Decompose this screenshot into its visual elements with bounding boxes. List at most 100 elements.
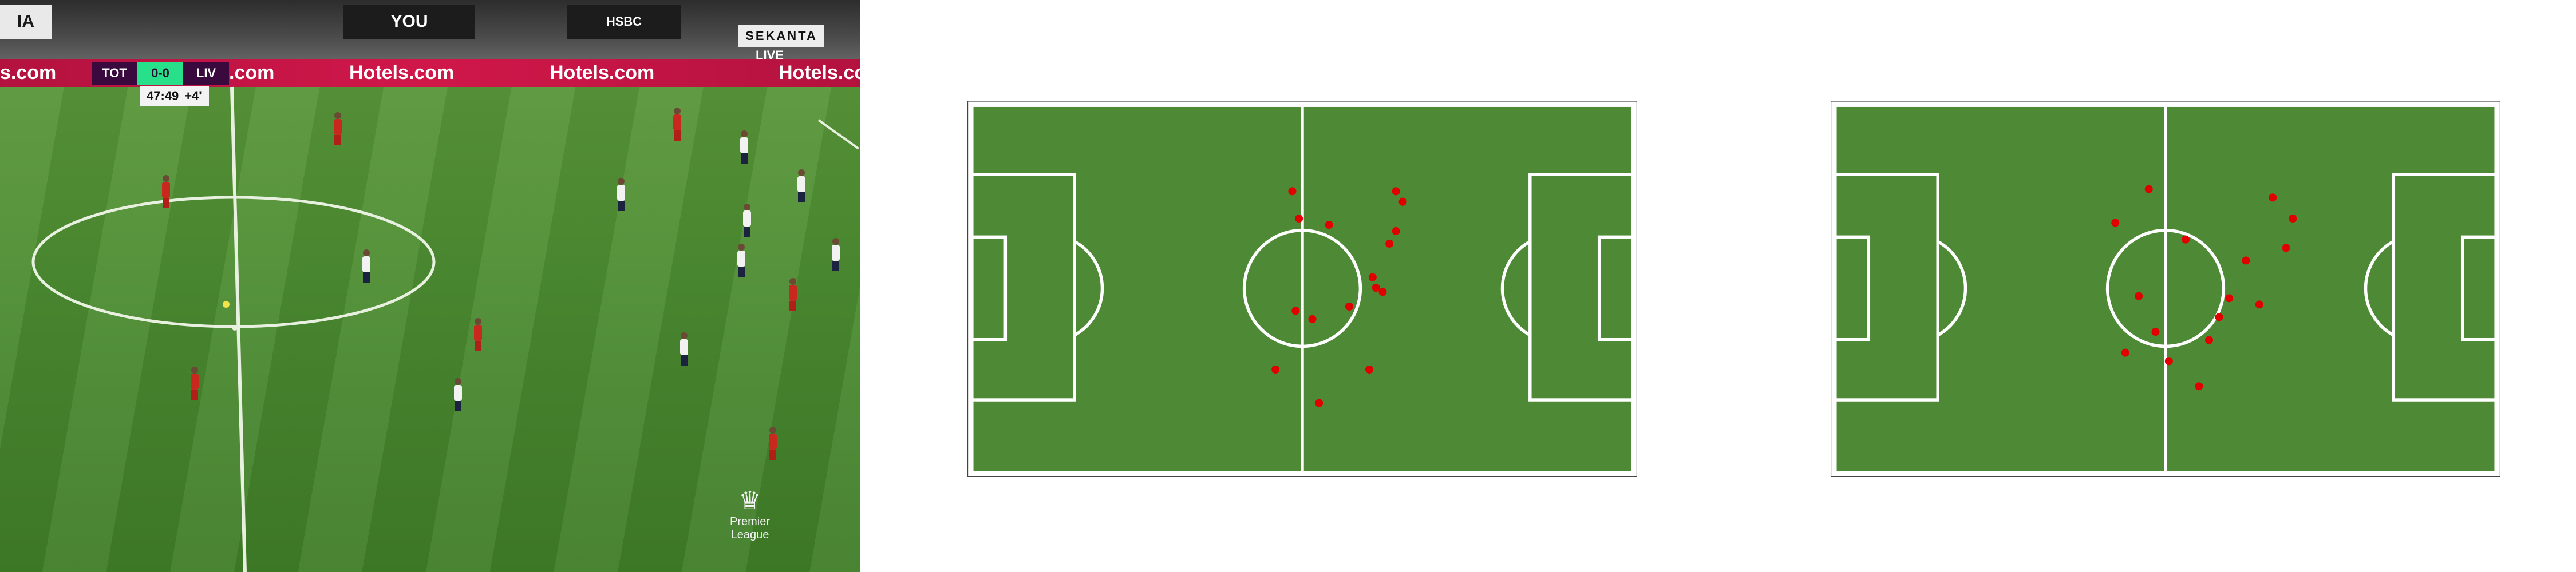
lion-icon: ♛ [738, 487, 761, 515]
tactical-minimap [967, 101, 1637, 477]
player-marker [1271, 365, 1280, 374]
player-marker [1291, 307, 1300, 315]
ad-text: Hotels.com [779, 62, 860, 84]
live-label: LIVE [756, 48, 784, 62]
player-markers [1271, 187, 1407, 407]
grass-stripes [0, 87, 860, 572]
player-markers [2111, 185, 2297, 391]
player-marker [2255, 300, 2263, 309]
league-logo: ♛ Premier League [727, 486, 773, 542]
player-head [789, 278, 796, 285]
stadium-stands: IA YOU HSBC [0, 0, 860, 66]
player-head [618, 178, 625, 185]
home-team: TOT [92, 62, 137, 85]
player-legs [475, 341, 481, 351]
player-marker [1325, 221, 1333, 229]
pitch-lines [1834, 104, 2498, 474]
player-figure [740, 137, 748, 153]
player-legs [455, 401, 461, 411]
player-marker [2215, 313, 2223, 321]
center-circle [31, 196, 436, 328]
player-marker [2111, 219, 2120, 227]
player-marker [1385, 240, 1394, 248]
player-marker [1392, 227, 1400, 236]
penalty-area-arc [817, 119, 860, 150]
player-legs [789, 301, 796, 311]
player-marker [1288, 187, 1297, 196]
player-figure [832, 245, 840, 261]
player-figure [673, 114, 681, 130]
ad-text: s.com [0, 62, 57, 84]
stand-board: HSBC [567, 5, 681, 39]
player-marker [2182, 235, 2190, 244]
player-legs [832, 261, 839, 271]
ball [223, 301, 230, 308]
player-legs [798, 192, 805, 202]
player-marker [1295, 214, 1303, 223]
player-figure [454, 385, 462, 401]
away-team: LIV [183, 62, 229, 85]
player-marker [2144, 185, 2153, 193]
player-figure [789, 285, 797, 301]
player-marker [1365, 365, 1374, 374]
player-marker [2269, 193, 2277, 202]
player-figure [617, 185, 625, 201]
player-figure [362, 256, 370, 272]
player-head [738, 244, 745, 251]
scoreboard: TOT 0-0 LIV [92, 62, 229, 85]
player-head [674, 108, 681, 114]
player-legs [744, 227, 750, 237]
player-head [363, 249, 370, 256]
player-legs [681, 355, 688, 366]
stand-board: YOU [343, 5, 475, 39]
player-head [163, 175, 169, 182]
player-head [798, 169, 805, 176]
player-figure [680, 339, 688, 355]
clock-time: 47:49 [147, 89, 179, 103]
stand-board: IA [0, 5, 52, 39]
player-head [455, 378, 461, 385]
player-marker [1372, 283, 1380, 292]
player-marker [2289, 214, 2297, 223]
player-head [191, 367, 198, 374]
match-clock: 47:49 +4' [140, 86, 209, 106]
ad-text: Hotels.com [349, 62, 455, 84]
player-head [475, 318, 481, 325]
player-marker [1398, 197, 1407, 206]
added-time: +4' [184, 89, 202, 103]
center-spot [232, 325, 238, 331]
player-head [681, 332, 688, 339]
player-figure [334, 119, 342, 135]
player-marker [1345, 302, 1353, 311]
player-legs [363, 272, 370, 283]
player-figure [737, 251, 745, 267]
player-figure [769, 434, 777, 450]
player-marker [2121, 348, 2129, 357]
player-marker [2205, 336, 2214, 344]
player-figure [743, 210, 751, 227]
player-figure [191, 374, 199, 390]
player-legs [674, 130, 681, 141]
player-figure [797, 176, 805, 192]
broadcast-players [162, 108, 840, 460]
player-legs [163, 198, 169, 208]
pitch-lines [970, 104, 1634, 474]
player-legs [738, 267, 745, 277]
player-marker [2135, 292, 2143, 300]
league-logo-line: League [730, 529, 769, 541]
player-marker [1368, 273, 1377, 281]
player-figure [474, 325, 482, 341]
player-marker [1315, 399, 1323, 407]
player-head [744, 204, 750, 210]
player-marker [2242, 256, 2250, 265]
player-marker [2225, 294, 2234, 303]
player-marker [1378, 288, 1387, 296]
player-head [769, 427, 776, 434]
player-legs [741, 153, 748, 164]
player-head [334, 112, 341, 119]
player-marker [2282, 244, 2290, 252]
player-head [741, 130, 748, 137]
ad-text: Hotels.com [550, 62, 655, 84]
broadcast-frame: IA YOU HSBC s.com .com Hotels.com Hotels… [0, 0, 860, 572]
pitch-markings [31, 86, 860, 572]
